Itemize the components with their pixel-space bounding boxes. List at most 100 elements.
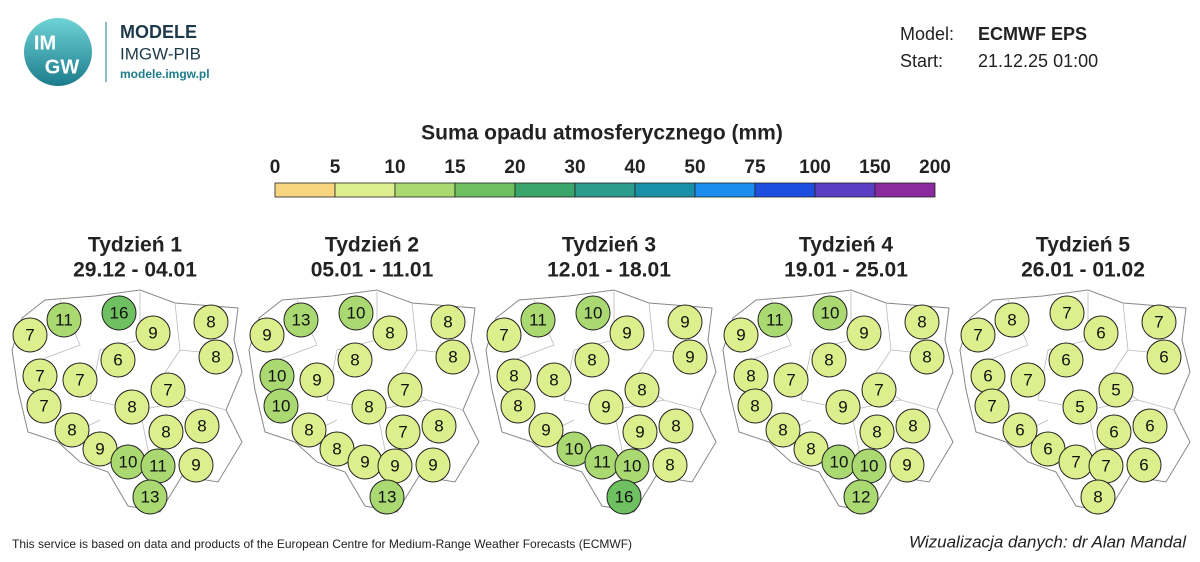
station-value: 8 [637, 380, 646, 399]
station-marker [909, 339, 945, 375]
station-marker [622, 414, 658, 450]
map-dates: 19.01 - 25.01 [784, 259, 908, 282]
model-value: ECMWF EPS [978, 24, 1087, 44]
station-marker [672, 339, 708, 375]
station-value: 9 [148, 323, 157, 342]
station-value: 12 [852, 487, 871, 506]
station-value: 8 [509, 366, 518, 385]
logo [24, 18, 92, 86]
station-marker [536, 362, 572, 398]
station-value: 8 [350, 350, 359, 369]
station-marker [435, 339, 471, 375]
station-marker [773, 362, 809, 398]
station-marker [100, 342, 136, 378]
station-value: 8 [197, 416, 206, 435]
station-value: 9 [622, 323, 631, 342]
station-value: 7 [398, 422, 407, 441]
station-value: 6 [1159, 347, 1168, 366]
station-value: 6 [1109, 422, 1118, 441]
map-dates: 05.01 - 11.01 [311, 259, 434, 282]
station-value: 7 [400, 380, 409, 399]
station-value: 7 [39, 396, 48, 415]
station-value: 8 [206, 312, 215, 331]
map-title: Tydzień 1 [88, 234, 182, 257]
url: modele.imgw.pl [120, 67, 210, 81]
station-marker [624, 372, 660, 408]
station-value: 10 [272, 396, 291, 415]
station-marker [737, 388, 773, 424]
station-value: 11 [529, 310, 547, 329]
map-title: Tydzień 4 [799, 234, 893, 257]
station-value: 9 [601, 397, 610, 416]
station-value: 8 [908, 416, 917, 435]
map-dates: 26.01 - 01.02 [1021, 259, 1145, 282]
station-value: 8 [665, 455, 674, 474]
station-marker [338, 295, 374, 331]
legend-tick-label: 100 [799, 157, 831, 178]
station-marker [486, 317, 522, 353]
station-marker [528, 412, 564, 448]
map-title: Tydzień 5 [1036, 234, 1130, 257]
station-value: 7 [874, 380, 883, 399]
legend-tick-label: 40 [624, 157, 645, 178]
station-value: 9 [191, 455, 200, 474]
legend-segment [754, 182, 816, 198]
station-marker [150, 372, 186, 408]
station-value: 9 [635, 422, 644, 441]
station-marker [588, 389, 624, 425]
logo-text: IM [34, 32, 56, 54]
station-value: 10 [119, 452, 138, 471]
station-marker [421, 408, 457, 444]
legend-tick-label: 0 [270, 157, 281, 178]
station-value: 7 [1071, 452, 1080, 471]
station-marker [351, 389, 387, 425]
station-value: 8 [385, 323, 394, 342]
station-value: 8 [806, 439, 815, 458]
station-value: 6 [1139, 455, 1148, 474]
station-marker [148, 414, 184, 450]
station-value: 11 [55, 310, 73, 329]
source: This service is based on data and produc… [12, 537, 632, 551]
station-value: 5 [1075, 397, 1084, 416]
station-value: 13 [141, 487, 160, 506]
station-value: 9 [360, 452, 369, 471]
station-marker [1048, 342, 1084, 378]
station-value: 8 [671, 416, 680, 435]
station-marker [385, 414, 421, 450]
legend-segment [814, 182, 876, 198]
station-value: 10 [565, 439, 584, 458]
station-marker [859, 414, 895, 450]
station-marker [1080, 479, 1116, 515]
station-value: 8 [587, 350, 596, 369]
station-marker [369, 479, 405, 515]
legend-segment [694, 182, 756, 198]
station-value: 6 [1015, 420, 1024, 439]
station-value: 9 [312, 370, 321, 389]
station-value: 8 [211, 347, 220, 366]
station-value: 10 [821, 303, 840, 322]
station-value: 7 [75, 370, 84, 389]
station-marker [249, 317, 285, 353]
station-marker [1141, 304, 1177, 340]
station-value: 13 [292, 310, 311, 329]
station-marker [811, 342, 847, 378]
station-value: 6 [113, 350, 122, 369]
station-value: 11 [766, 310, 784, 329]
station-marker [54, 412, 90, 448]
station-value: 9 [541, 420, 550, 439]
station-marker [299, 362, 335, 398]
start-label: Start: [900, 51, 943, 71]
legend-tick-label: 10 [384, 157, 405, 178]
station-value: 8 [778, 420, 787, 439]
station-marker [904, 304, 940, 340]
station-value: 7 [973, 325, 982, 344]
station-value: 7 [1023, 370, 1032, 389]
legend-tick-label: 5 [330, 157, 341, 178]
legend-segment [394, 182, 456, 198]
station-value: 8 [917, 312, 926, 331]
station-value: 7 [25, 325, 34, 344]
station-value: 8 [750, 396, 759, 415]
legend-tick-label: 15 [444, 157, 466, 178]
legend-tick-label: 200 [919, 157, 951, 178]
station-marker [606, 479, 642, 515]
